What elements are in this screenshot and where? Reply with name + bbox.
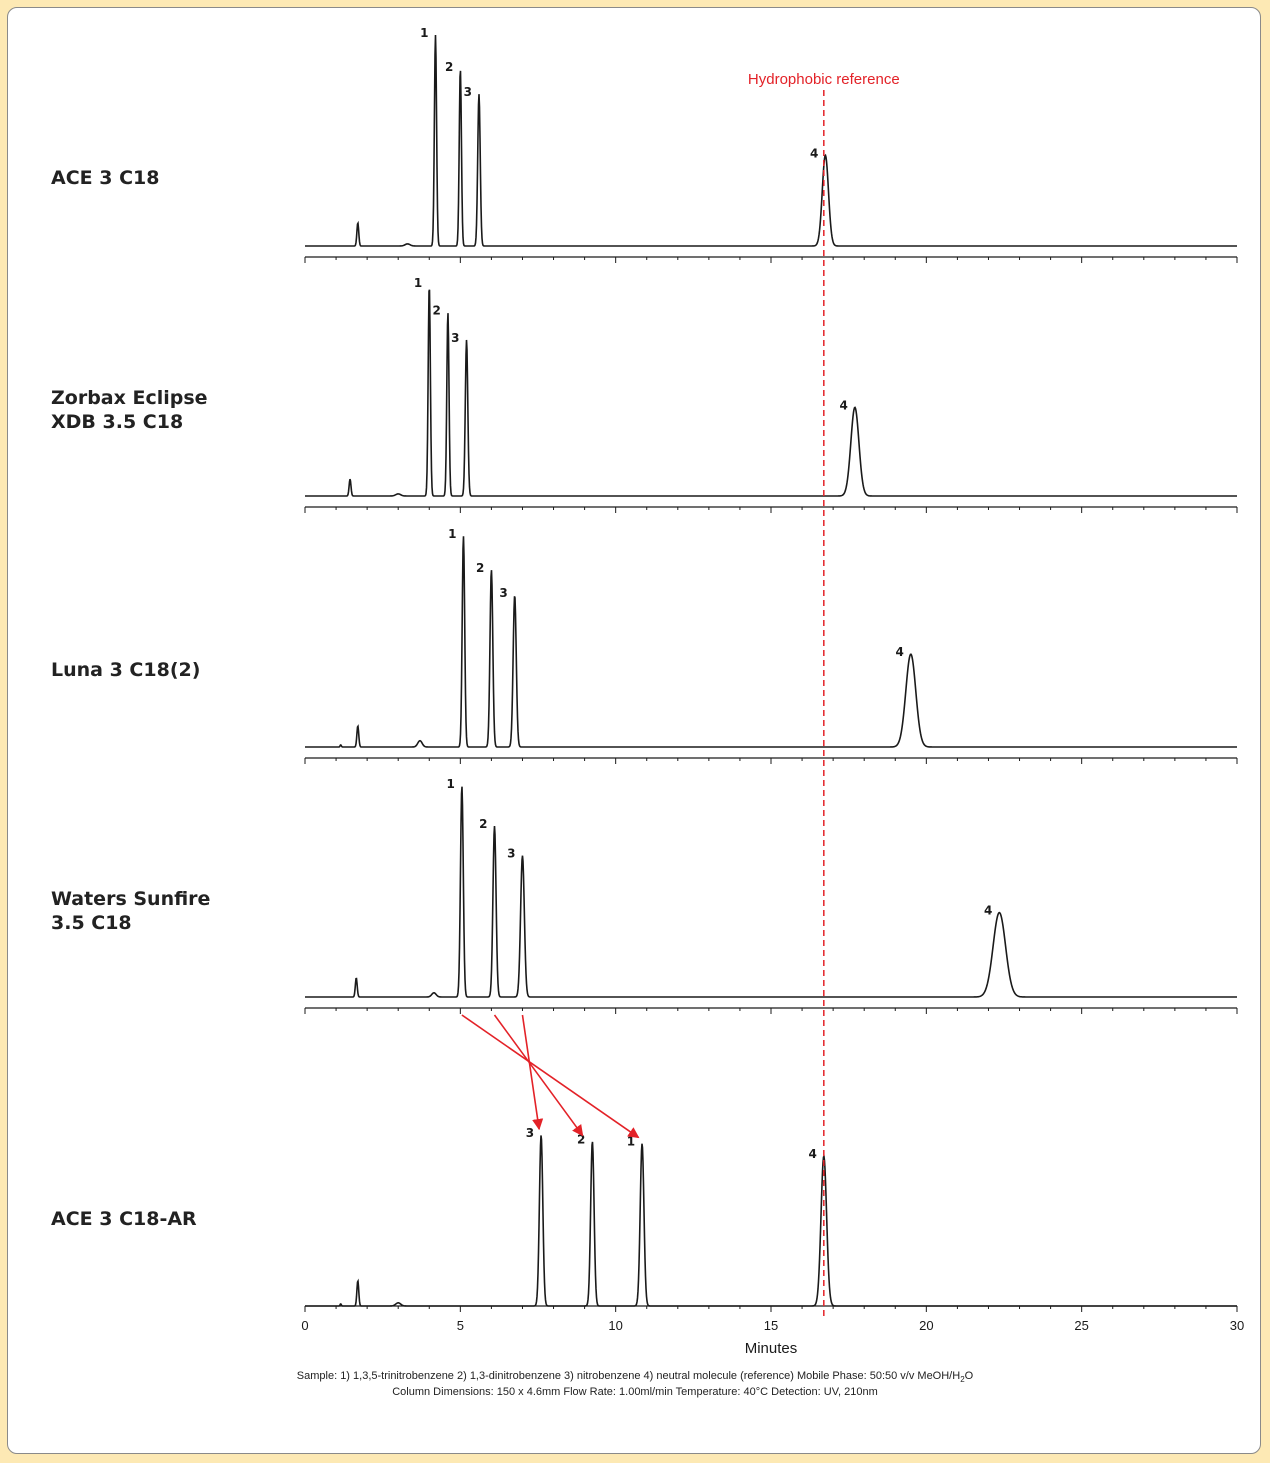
elution-order-arrow (493, 1014, 584, 1137)
footnote-line-1: Sample: 1) 1,3,5-trinitrobenzene 2) 1,3-… (0, 1370, 1270, 1384)
peak-label: 2 (577, 1132, 585, 1146)
peak-label: 3 (526, 1126, 534, 1140)
peak-label: 4 (840, 398, 848, 412)
x-tick-label: 15 (764, 1318, 778, 1333)
elution-order-arrow (461, 1014, 640, 1139)
chromatogram-trace (305, 35, 1237, 247)
chromatogram-trace (305, 786, 1237, 998)
peak-label: 3 (464, 85, 472, 99)
peak-label: 2 (476, 561, 484, 575)
peak-label: 1 (414, 276, 422, 290)
chromatogram-trace (305, 536, 1237, 748)
x-tick-label: 20 (919, 1318, 933, 1333)
column-label-line: Zorbax Eclipse (51, 387, 208, 409)
peak-label: 2 (433, 303, 441, 317)
column-label-5: ACE 3 C18-AR (51, 1207, 291, 1231)
x-tick-label: 30 (1230, 1318, 1244, 1333)
x-tick-label: 0 (301, 1318, 308, 1333)
figure-frame (7, 7, 1261, 1454)
column-label-line: Waters Sunfire (51, 888, 211, 910)
footnote-subscript: 2 (960, 1375, 965, 1385)
column-label-line: 3.5 C18 (51, 912, 132, 934)
footnote-text: Sample: 1) 1,3,5-trinitrobenzene 2) 1,3-… (296, 1370, 961, 1382)
column-label-line: Luna 3 C18(2) (51, 659, 201, 681)
peak-label: 1 (448, 527, 456, 541)
peak-label: 3 (499, 586, 507, 600)
peak-label: 1 (420, 26, 428, 40)
x-axis-label: Minutes (745, 1340, 798, 1357)
peak-label: 2 (479, 817, 487, 831)
column-label-2: Zorbax Eclipse XDB 3.5 C18 (51, 386, 291, 434)
peak-label: 1 (627, 1135, 635, 1149)
peak-label: 4 (810, 146, 818, 160)
chromatogram-trace (305, 289, 1237, 497)
peak-label: 1 (447, 777, 455, 791)
x-tick-label: 5 (457, 1318, 464, 1333)
peak-label: 4 (808, 1147, 816, 1161)
peak-label: 3 (507, 847, 515, 861)
hydrophobic-reference-label: Hydrophobic reference (748, 71, 900, 88)
column-label-line: ACE 3 C18-AR (51, 1208, 197, 1230)
elution-order-arrow (521, 1014, 544, 1131)
footnote-line-2: Column Dimensions: 150 x 4.6mm Flow Rate… (392, 1386, 878, 1398)
peak-label: 4 (984, 904, 992, 918)
column-label-3: Luna 3 C18(2) (51, 658, 291, 682)
peak-label: 4 (895, 645, 903, 659)
column-label-1: ACE 3 C18 (51, 166, 291, 190)
peak-label: 3 (451, 331, 459, 345)
x-tick-label: 25 (1074, 1318, 1088, 1333)
column-label-line: ACE 3 C18 (51, 167, 160, 189)
x-tick-label: 10 (608, 1318, 622, 1333)
footnote-text-end: O (964, 1370, 974, 1382)
peak-label: 2 (445, 60, 453, 74)
column-label-4: Waters Sunfire 3.5 C18 (51, 887, 291, 935)
column-label-line: XDB 3.5 C18 (51, 411, 184, 433)
chromatogram-trace (305, 1135, 1237, 1307)
